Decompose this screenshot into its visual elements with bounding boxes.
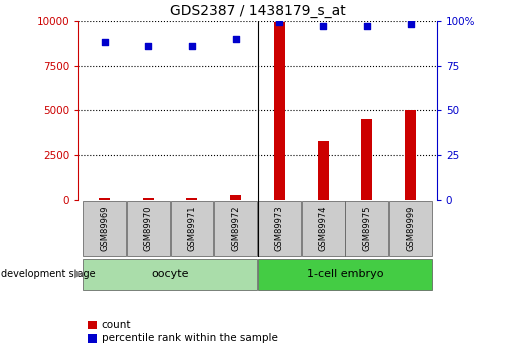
Bar <box>301 201 344 256</box>
Point <box>100 39 109 45</box>
Text: 1-cell embryo: 1-cell embryo <box>307 269 383 278</box>
Bar <box>258 201 301 256</box>
Text: GSM89999: GSM89999 <box>406 206 415 251</box>
Title: GDS2387 / 1438179_s_at: GDS2387 / 1438179_s_at <box>170 4 345 18</box>
Bar <box>318 141 329 200</box>
Bar <box>405 109 416 200</box>
Point <box>275 19 283 24</box>
Text: GSM89973: GSM89973 <box>275 206 284 252</box>
Text: GSM89970: GSM89970 <box>144 206 153 251</box>
Text: development stage: development stage <box>1 269 95 278</box>
Text: count: count <box>102 320 131 330</box>
Bar <box>345 201 388 256</box>
Bar <box>171 201 214 256</box>
Text: percentile rank within the sample: percentile rank within the sample <box>102 333 277 343</box>
Bar <box>362 119 372 200</box>
Bar <box>143 198 154 200</box>
Text: GSM89972: GSM89972 <box>231 206 240 251</box>
Point <box>407 21 415 27</box>
Bar <box>83 259 257 290</box>
Bar <box>230 195 241 200</box>
Text: GSM89969: GSM89969 <box>100 206 109 251</box>
Text: GSM89975: GSM89975 <box>363 206 371 251</box>
Bar <box>258 259 432 290</box>
Bar <box>214 201 257 256</box>
Text: GSM89971: GSM89971 <box>187 206 196 251</box>
Bar <box>274 22 285 200</box>
Point <box>188 43 196 49</box>
Text: ▶: ▶ <box>74 269 83 278</box>
Point <box>144 43 153 49</box>
Bar <box>99 198 110 200</box>
Bar <box>389 201 432 256</box>
Point <box>319 23 327 29</box>
Bar <box>127 201 170 256</box>
Bar <box>83 201 126 256</box>
Point <box>232 36 240 41</box>
Point <box>363 23 371 29</box>
Bar <box>186 198 197 200</box>
Text: oocyte: oocyte <box>152 269 189 278</box>
Text: GSM89974: GSM89974 <box>319 206 328 251</box>
